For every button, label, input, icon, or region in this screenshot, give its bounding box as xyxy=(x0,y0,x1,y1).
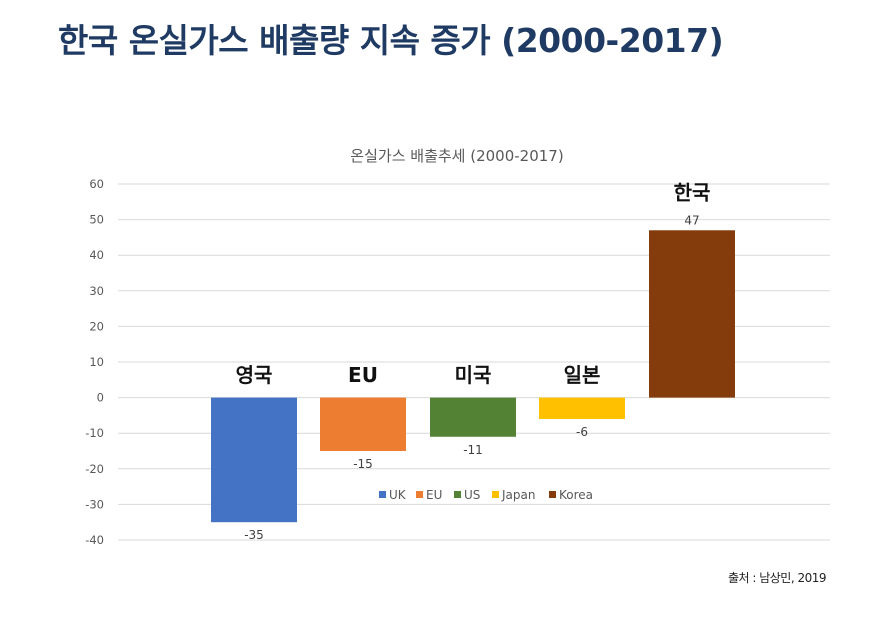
y-tick-label: -30 xyxy=(85,497,104,511)
y-tick-label: 10 xyxy=(89,355,104,369)
data-label: -11 xyxy=(463,443,483,457)
annotation-label: 미국 xyxy=(455,363,492,387)
legend-swatch xyxy=(454,491,461,498)
bar-korea xyxy=(649,230,735,398)
y-tick-label: -10 xyxy=(85,426,104,440)
y-tick-label: 40 xyxy=(89,248,104,262)
y-tick-label: -20 xyxy=(85,462,104,476)
y-tick-label: 0 xyxy=(97,391,104,405)
data-labels: -35 -15 -11 -6 47 xyxy=(244,213,699,542)
data-label: -15 xyxy=(353,457,373,471)
data-label: -6 xyxy=(576,425,588,439)
y-tick-label: 30 xyxy=(89,284,104,298)
legend-entry: Korea xyxy=(559,488,593,502)
legend-swatch xyxy=(549,491,556,498)
chart-title: 온실가스 배출추세 (2000-2017) xyxy=(350,147,563,165)
legend: UK EU US Japan Korea xyxy=(379,488,593,502)
source-note: 출처 : 남상민, 2019 xyxy=(727,571,827,585)
annotation-label: 일본 xyxy=(564,363,601,387)
y-axis-ticks: 60 50 40 30 20 10 0 -10 -20 -30 -40 xyxy=(85,177,104,547)
bar-eu xyxy=(320,397,406,451)
annotation-label: EU xyxy=(348,363,378,387)
y-tick-label: 60 xyxy=(89,177,104,191)
legend-entry: UK xyxy=(389,488,407,502)
legend-entry: Japan xyxy=(501,488,535,502)
data-label: -35 xyxy=(244,528,264,542)
bar-annotations: 영국 EU 미국 일본 한국 xyxy=(236,180,711,387)
legend-entry: EU xyxy=(426,488,442,502)
bars xyxy=(211,230,735,523)
legend-entry: US xyxy=(464,488,480,502)
annotation-label: 한국 xyxy=(674,180,711,204)
bar-uk xyxy=(211,397,297,523)
page-title: 한국 온실가스 배출량 지속 증가 (2000-2017) xyxy=(58,21,724,60)
y-tick-label: -40 xyxy=(85,533,104,547)
data-label: 47 xyxy=(684,213,699,227)
legend-swatch xyxy=(492,491,499,498)
bar-japan xyxy=(539,397,625,419)
annotation-label: 영국 xyxy=(236,363,273,387)
bar-us xyxy=(430,397,516,437)
legend-swatch xyxy=(416,491,423,498)
legend-swatch xyxy=(379,491,386,498)
y-tick-label: 50 xyxy=(89,213,104,227)
y-tick-label: 20 xyxy=(89,319,104,333)
